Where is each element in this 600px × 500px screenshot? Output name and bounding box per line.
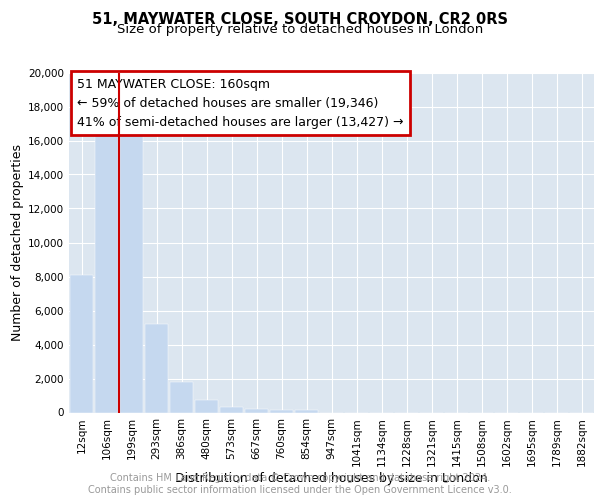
Bar [220,408,243,412]
Bar [120,130,143,412]
X-axis label: Distribution of detached houses by size in London: Distribution of detached houses by size … [175,472,488,484]
Bar [170,382,193,412]
Bar [95,130,118,412]
Bar [70,275,93,412]
Bar [245,409,268,412]
Text: Contains HM Land Registry data © Crown copyright and database right 2024.
Contai: Contains HM Land Registry data © Crown c… [88,474,512,495]
Bar [270,410,293,412]
Text: 51 MAYWATER CLOSE: 160sqm
← 59% of detached houses are smaller (19,346)
41% of s: 51 MAYWATER CLOSE: 160sqm ← 59% of detac… [77,78,403,128]
Bar [195,400,218,412]
Bar [295,410,318,412]
Bar [145,324,168,412]
Y-axis label: Number of detached properties: Number of detached properties [11,144,24,341]
Text: 51, MAYWATER CLOSE, SOUTH CROYDON, CR2 0RS: 51, MAYWATER CLOSE, SOUTH CROYDON, CR2 0… [92,12,508,28]
Text: Size of property relative to detached houses in London: Size of property relative to detached ho… [117,22,483,36]
